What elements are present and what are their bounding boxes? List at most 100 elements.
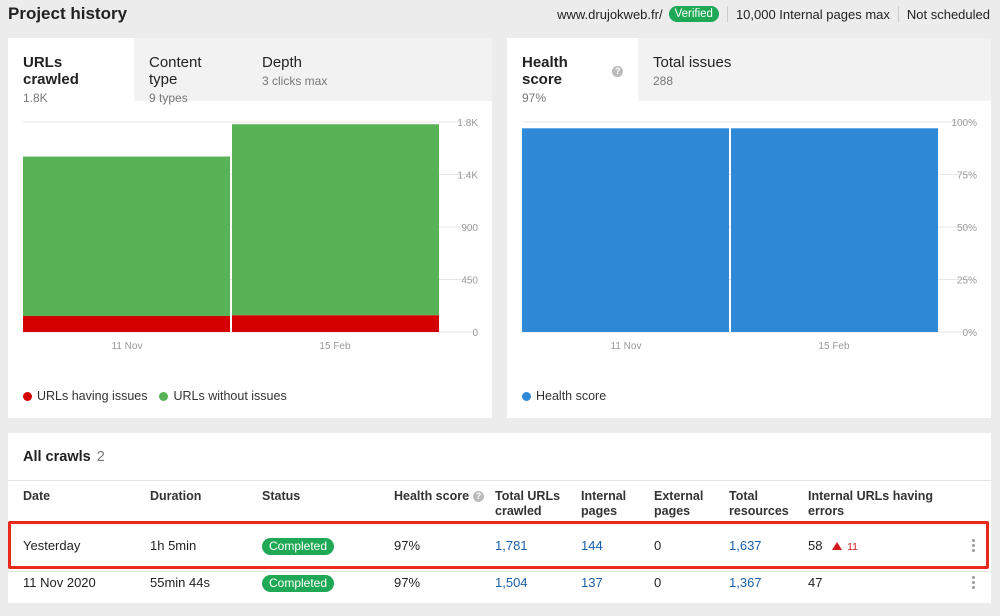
- status-badge: Completed: [262, 575, 335, 593]
- column-header-total-urls[interactable]: Total URLs crawled: [495, 489, 560, 519]
- legend-item-urls-having-issues[interactable]: URLs having issues: [23, 389, 147, 403]
- tab-urls-crawled[interactable]: URLs crawled 1.8K: [8, 38, 134, 105]
- table-row[interactable]: 11 Nov 2020 55min 44s Completed 97% 1,50…: [8, 566, 991, 600]
- column-header-line: External: [654, 489, 704, 503]
- link-total-urls[interactable]: 1,504: [495, 575, 528, 590]
- right-card-tabs: Health score ? 97% Total issues 288: [507, 38, 991, 105]
- cell-internal-urls-errors: 47: [808, 566, 822, 600]
- divider: [8, 480, 991, 481]
- verified-badge: Verified: [668, 6, 719, 22]
- x-tick-label: 15 Feb: [818, 341, 850, 352]
- bar-segment[interactable]: [23, 156, 230, 317]
- all-crawls-title: All crawls 2: [23, 449, 105, 465]
- cell-health-score: 97%: [394, 575, 421, 590]
- cell-external-pages: 0: [654, 575, 662, 590]
- cell-duration: 1h 5min: [150, 538, 197, 553]
- x-tick-label: 11 Nov: [611, 341, 642, 352]
- tab-total-issues[interactable]: Total issues 288: [638, 38, 746, 101]
- column-header-status[interactable]: Status: [262, 489, 301, 503]
- tab-label: Total issues: [653, 54, 732, 71]
- y-tick-label: 900: [461, 223, 478, 234]
- site-url[interactable]: www.drujokweb.fr/: [557, 6, 663, 22]
- tab-subtitle: 1.8K: [23, 91, 48, 105]
- help-icon[interactable]: ?: [473, 491, 485, 502]
- y-tick-label: 1.4K: [457, 171, 478, 182]
- column-header-total-resources[interactable]: Total resources: [729, 489, 789, 519]
- more-options-icon[interactable]: [971, 576, 975, 591]
- column-header-line: Internal: [581, 489, 627, 503]
- link-total-resources[interactable]: 1,367: [729, 575, 762, 590]
- y-tick-label: 1.8K: [457, 118, 478, 129]
- cell-date: Yesterday: [23, 538, 81, 553]
- cell-duration: 55min 44s: [150, 575, 210, 590]
- legend-label: URLs having issues: [37, 389, 148, 403]
- legend-label: URLs without issues: [173, 389, 287, 403]
- legend-item-health-score[interactable]: Health score: [522, 389, 606, 403]
- tab-subtitle: 9 types: [149, 91, 188, 105]
- cell-date: 11 Nov 2020: [23, 575, 96, 590]
- divider: [897, 6, 899, 22]
- divider: [8, 571, 991, 572]
- tab-health-score[interactable]: Health score ? 97%: [507, 38, 638, 105]
- urls-crawled-chart: 0 450 900 1.4K 1.8K 11 Nov 15 Feb: [23, 118, 478, 352]
- y-tick-label: 100%: [951, 118, 977, 129]
- link-internal-pages[interactable]: 137: [581, 575, 603, 590]
- column-header-line: Total: [729, 489, 758, 503]
- column-header-line: resources: [729, 504, 789, 518]
- y-tick-label: 0: [472, 328, 478, 339]
- column-header-internal-pages[interactable]: Internal pages: [581, 489, 626, 519]
- link-internal-pages[interactable]: 144: [581, 538, 603, 553]
- pages-max-label: 10,000 Internal pages max: [735, 6, 890, 22]
- tab-depth[interactable]: Depth 3 clicks max: [247, 38, 342, 101]
- tab-label: URLs crawled: [23, 54, 79, 88]
- tab-label-row: Health score ?: [522, 54, 623, 88]
- help-icon[interactable]: ?: [612, 65, 623, 77]
- y-tick-label: 25%: [957, 276, 977, 287]
- legend-dot: [23, 391, 32, 401]
- link-total-resources[interactable]: 1,637: [729, 538, 762, 553]
- link-total-urls[interactable]: 1,781: [495, 538, 528, 553]
- column-header-internal-urls-errors[interactable]: Internal URLs having errors: [808, 489, 933, 519]
- bar-segment[interactable]: [522, 128, 729, 332]
- crawls-count: 2: [96, 449, 105, 465]
- project-info: www.drujokweb.fr/ Verified 10,000 Intern…: [557, 6, 990, 22]
- errors-value: 47: [808, 575, 823, 590]
- urls-crawled-card: URLs crawled 1.8K Content type 9 types D…: [8, 38, 492, 418]
- arrow-up-icon: [832, 542, 843, 550]
- section-title: All crawls: [23, 449, 91, 465]
- column-header-line: crawled: [495, 504, 542, 518]
- y-tick-label: 75%: [957, 171, 977, 182]
- tab-subtitle: 3 clicks max: [262, 74, 328, 88]
- column-header-label: Health score: [394, 489, 470, 503]
- schedule-label[interactable]: Not scheduled: [906, 6, 990, 22]
- page-title: Project history: [8, 4, 128, 23]
- errors-change-value: 11: [847, 541, 858, 553]
- cell-status: Completed: [262, 566, 335, 600]
- column-header-health-score[interactable]: Health score ?: [394, 489, 485, 504]
- x-tick-label: 11 Nov: [112, 341, 143, 352]
- column-header-date[interactable]: Date: [23, 489, 51, 503]
- more-options-icon[interactable]: [971, 539, 975, 554]
- bar-segment[interactable]: [232, 124, 439, 316]
- legend-dot: [159, 391, 169, 401]
- errors-value: 58: [808, 538, 823, 553]
- tab-subtitle: 288: [653, 74, 674, 88]
- legend-dot: [522, 391, 531, 401]
- bar-segment[interactable]: [23, 316, 230, 332]
- tab-content-type[interactable]: Content type 9 types: [134, 38, 247, 105]
- tab-label: Content type: [149, 54, 202, 88]
- bar-segment[interactable]: [731, 128, 938, 332]
- all-crawls-card: All crawls 2 Date Duration Status Health …: [8, 433, 991, 603]
- y-tick-label: 50%: [957, 223, 977, 234]
- table-row[interactable]: Yesterday 1h 5min Completed 97% 1,781 14…: [8, 529, 991, 563]
- column-header-line: pages: [581, 504, 618, 518]
- x-tick-label: 15 Feb: [319, 341, 351, 352]
- legend-item-urls-without-issues[interactable]: URLs without issues: [159, 389, 287, 403]
- column-header-line: Internal URLs having: [808, 489, 934, 503]
- column-header-duration[interactable]: Duration: [150, 489, 202, 503]
- column-header-external-pages[interactable]: External pages: [654, 489, 703, 519]
- y-tick-label: 0%: [963, 328, 978, 339]
- column-header-line: errors: [808, 504, 845, 518]
- bar-segment[interactable]: [232, 315, 439, 332]
- legend-label: Health score: [536, 389, 607, 403]
